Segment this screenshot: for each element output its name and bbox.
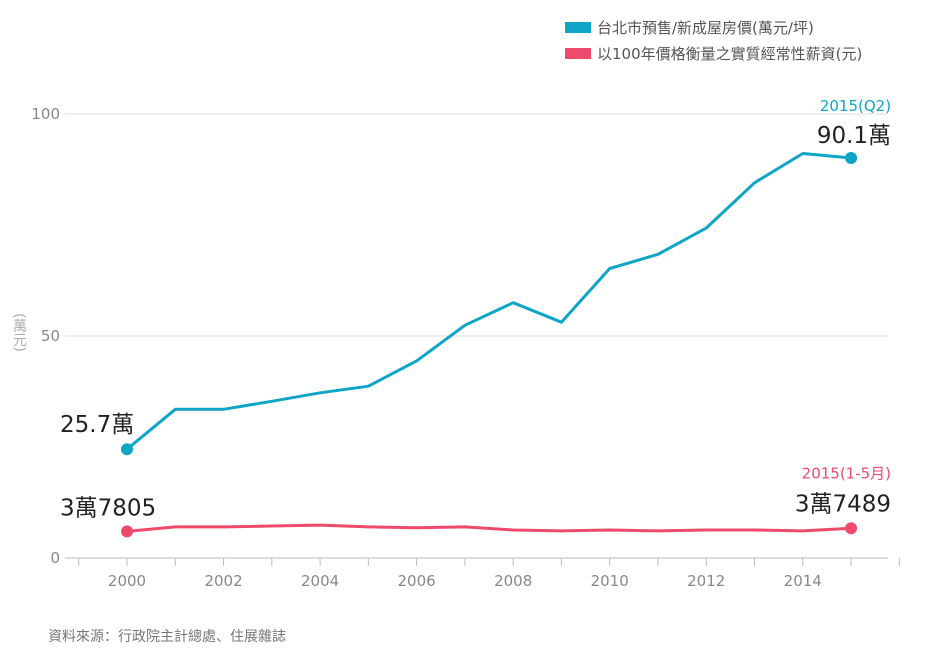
housing-price-end-period: 2015(Q2)	[820, 97, 891, 115]
source-note: 資料來源：行政院主計總處、住展雜誌	[48, 629, 286, 645]
x-tick-label: 2002	[204, 572, 242, 590]
housing-price-start-dot	[121, 443, 133, 456]
housing-price-end-dot	[845, 151, 858, 164]
housing-price-end-label: 90.1萬	[817, 123, 891, 149]
x-tick-label: 2012	[687, 572, 725, 590]
x-tick-label: 2014	[784, 572, 822, 590]
real-wage-start-dot	[121, 525, 133, 538]
real-wage-line	[125, 523, 853, 533]
legend-label-real-wage: 以100年價格衡量之實質經常性薪資(元)	[597, 44, 863, 63]
x-tick-label: 2006	[398, 572, 436, 590]
legend-label-housing-price: 台北市預售/新成屋房價(萬元/坪)	[597, 18, 814, 37]
x-tick-label: 2008	[494, 572, 532, 590]
legend-swatch-real-wage	[565, 47, 591, 59]
real-wage-end-period: 2015(1-5月)	[802, 464, 891, 482]
housing-price-line	[125, 152, 853, 451]
real-wage-end-dot	[845, 522, 858, 535]
legend-swatch-housing-price	[565, 21, 591, 33]
legend-item-real-wage: 以100年價格衡量之實質經常性薪資(元)	[565, 40, 862, 66]
real-wage-end-label: 3萬7489	[795, 491, 891, 517]
legend: 台北市預售/新成屋房價(萬元/坪) 以100年價格衡量之實質經常性薪資(元)	[565, 14, 862, 66]
x-tick-label: 2000	[108, 572, 146, 590]
real-wage-start-label: 3萬7805	[60, 495, 156, 521]
y-tick-label: 100	[31, 105, 60, 123]
y-tick-label: 50	[41, 327, 60, 345]
legend-item-housing-price: 台北市預售/新成屋房價(萬元/坪)	[565, 14, 862, 40]
y-tick-label: 0	[50, 549, 60, 567]
x-tick-label: 2004	[301, 572, 339, 590]
x-tick-label: 2010	[591, 572, 629, 590]
housing-price-start-label: 25.7萬	[60, 412, 134, 438]
y-axis-unit-label: (萬元)	[11, 313, 27, 352]
